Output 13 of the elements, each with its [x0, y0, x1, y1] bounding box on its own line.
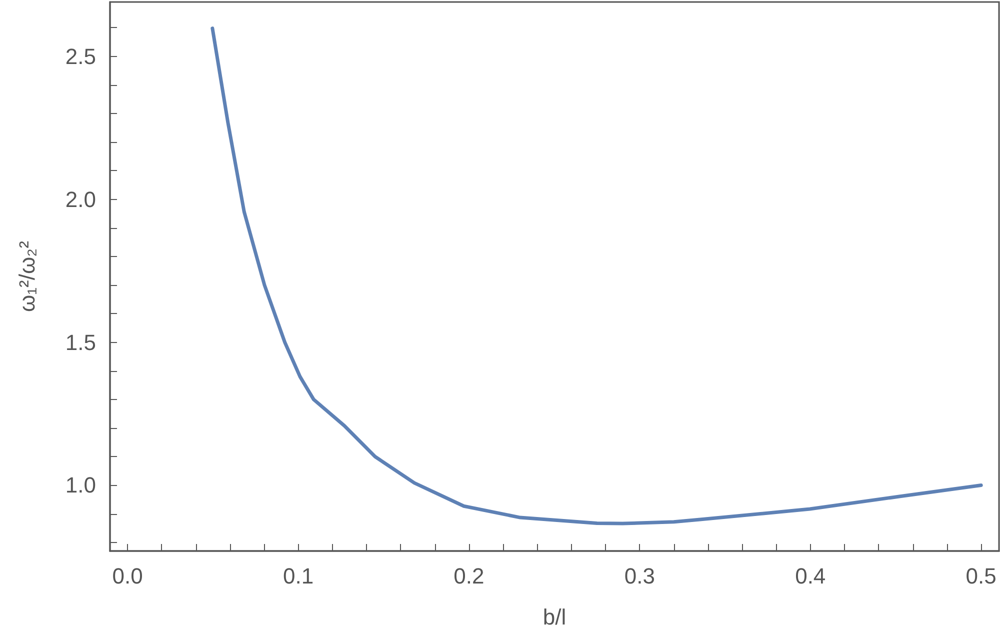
- y-tick-label: 2.5: [65, 44, 96, 69]
- y-tick-label: 1.5: [65, 330, 96, 355]
- y-tick-label: 2.0: [65, 186, 96, 212]
- y-axis-title: ω₁²/ω₂²: [14, 240, 40, 312]
- x-tick-label: 0.5: [966, 564, 996, 588]
- line-series: [210, 26, 983, 526]
- x-tick-label: 0.2: [454, 564, 484, 588]
- x-axis-title: b/l: [542, 604, 566, 630]
- x-tick-label: 0.4: [795, 564, 826, 588]
- y-tick-label: 1.0: [65, 472, 96, 498]
- x-tick-label: 0.1: [282, 564, 314, 588]
- x-tick-label: 0.3: [624, 564, 655, 588]
- x-tick-label: 0.0: [112, 564, 143, 588]
